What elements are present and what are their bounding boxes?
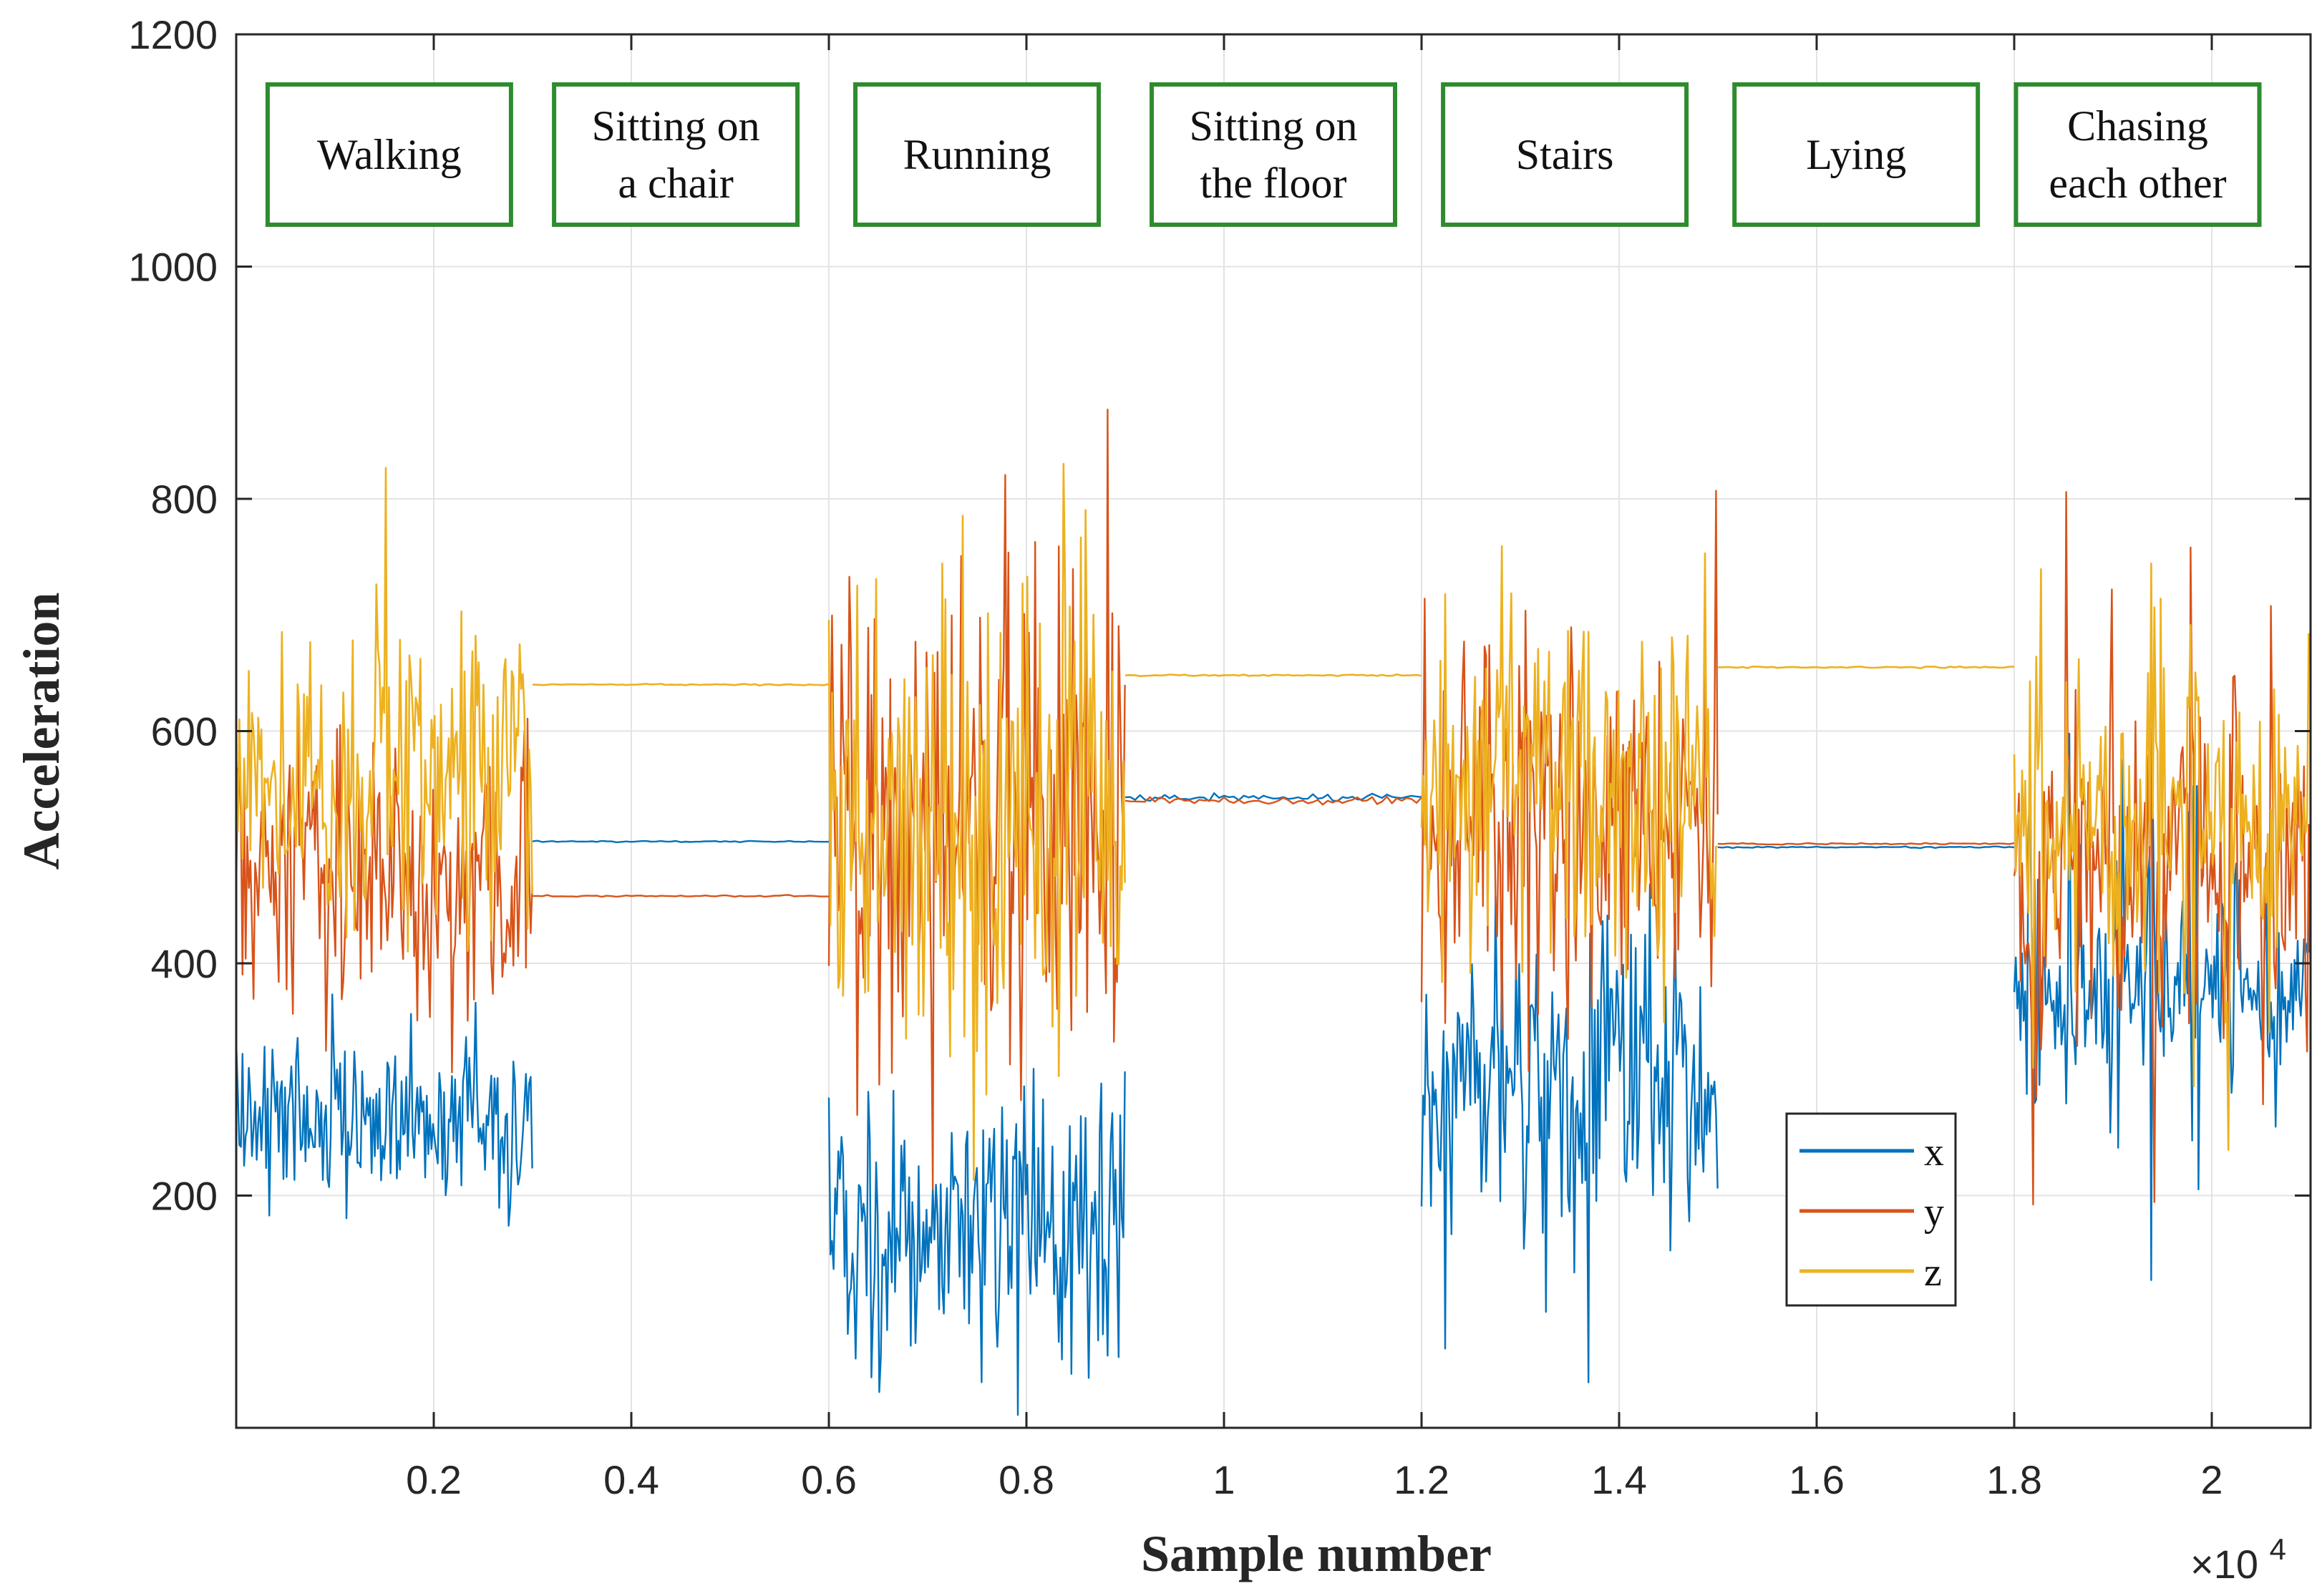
activity-label-box: Lying [1732,82,1981,227]
y-tick-label: 400 [151,941,218,986]
x-exponent-label: ×10 4 [2190,1532,2286,1587]
activity-label-text: Sitting on [592,102,760,150]
y-tick-label: 1200 [128,12,218,57]
x-exponent-base: ×10 [2190,1542,2258,1587]
y-axis-title: Acceleration [13,593,70,870]
x-tick-label: 1 [1213,1457,1235,1502]
activity-label-text: Chasing [2067,102,2208,150]
x-tick-label: 0.2 [406,1457,462,1502]
label-layer: Sample number Acceleration ×10 4 [13,593,2286,1587]
series-layer [235,409,2311,1416]
activity-label-box: Stairs [1441,82,1689,227]
activity-label-text: Lying [1806,131,1906,178]
activity-labels: Walking Sitting on a chair Running Sitting o… [265,82,2262,227]
activity-box-border [1150,82,1397,227]
activity-label-text: Walking [317,131,462,178]
legend: xyz [1785,1112,1957,1307]
tick-layer: 0.2 0.4 0.6 0.8 1 1.2 1.4 1.6 1.8 2 200 400 600 800 10… [128,12,2311,1502]
activity-box-border [552,82,800,227]
x-tick-label: 1.8 [1986,1457,2042,1502]
activity-label-box: Running [853,82,1101,227]
legend-label-x: x [1924,1130,1944,1174]
legend-label-z: z [1924,1250,1942,1295]
x-axis-title: Sample number [1141,1525,1492,1582]
activity-box-border [265,82,513,227]
series-line-z [235,462,2311,1181]
y-tick-label: 800 [151,477,218,522]
activity-box-border [853,82,1101,227]
activity-label-box: Sitting on a chair [552,82,800,227]
x-exponent-power: 4 [2270,1532,2286,1566]
activity-label-text: each other [2049,160,2226,207]
activity-box-border [2013,82,2262,227]
activity-label-text: a chair [618,160,734,207]
x-tick-label: 0.8 [999,1457,1054,1502]
x-tick-label: 0.6 [801,1457,857,1502]
y-tick-label: 1000 [128,245,218,290]
activity-label-text: Stairs [1516,131,1614,178]
activity-box-border [1732,82,1981,227]
y-tick-label: 600 [151,709,218,754]
activity-label-text: Sitting on [1189,102,1357,150]
x-tick-label: 2 [2200,1457,2223,1502]
series-line-x [235,732,2311,1416]
activity-label-text: the floor [1200,160,1347,207]
legend-label-y: y [1924,1190,1944,1235]
activity-label-box: Sitting on the floor [1150,82,1397,227]
y-tick-label: 200 [151,1174,218,1219]
activity-label-box: Chasing each other [2013,82,2262,227]
x-tick-label: 1.6 [1789,1457,1845,1502]
activity-box-border [1441,82,1689,227]
x-tick-label: 0.4 [603,1457,659,1502]
activity-label-box: Walking [265,82,513,227]
x-tick-label: 1.2 [1394,1457,1449,1502]
activity-label-text: Running [903,131,1051,178]
x-tick-label: 1.4 [1591,1457,1647,1502]
